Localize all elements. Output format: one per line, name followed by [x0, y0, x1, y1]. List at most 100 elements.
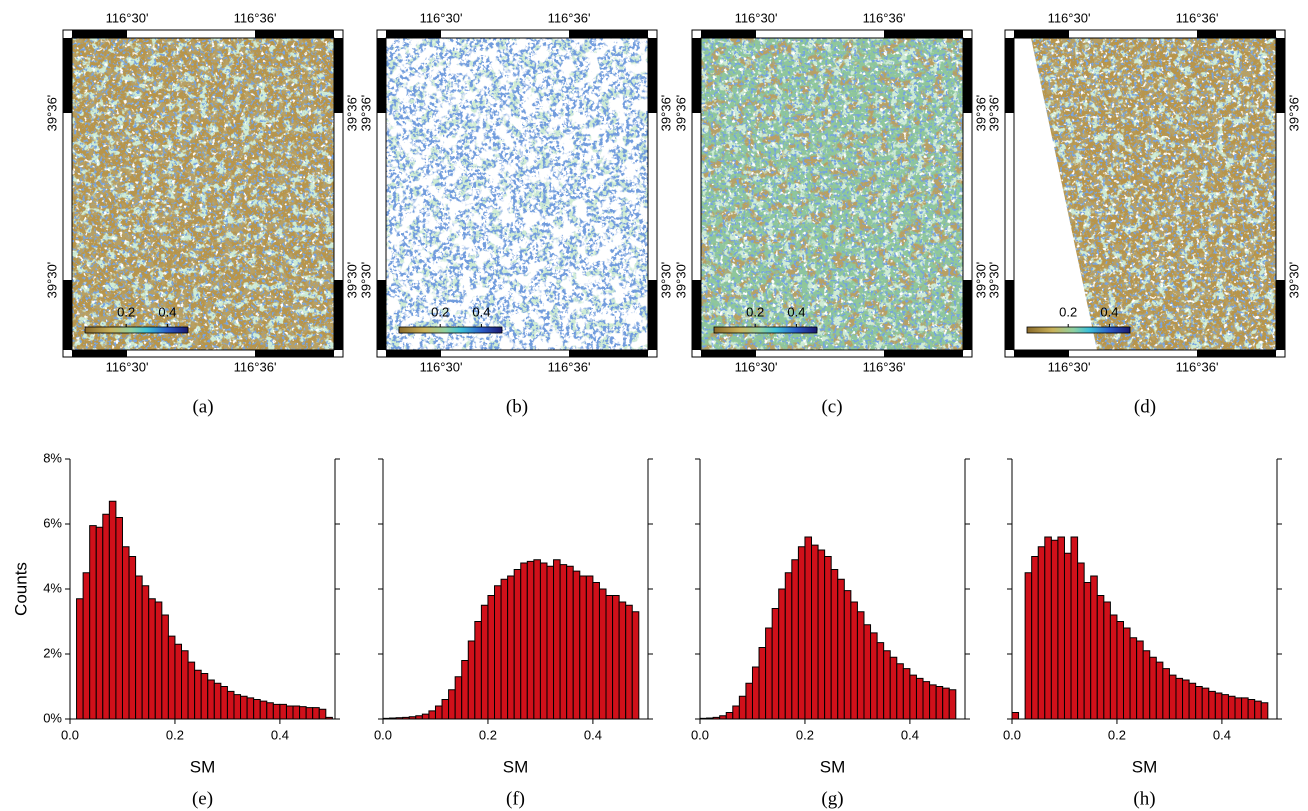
- y-axis-label: Counts: [11, 562, 30, 616]
- x-tick-label: 0.0: [691, 727, 709, 742]
- x-axis-label: SM: [503, 757, 529, 776]
- bar: [771, 608, 780, 720]
- bar: [592, 582, 600, 720]
- bar: [1031, 556, 1039, 720]
- frame-segment: [1276, 280, 1285, 350]
- bar: [1063, 552, 1072, 720]
- bar: [285, 705, 294, 720]
- bar: [1096, 595, 1105, 720]
- bar: [856, 611, 865, 720]
- panel-caption: (a): [192, 396, 213, 417]
- bar: [108, 500, 117, 720]
- bar: [837, 578, 845, 720]
- lon-label: 116°30': [106, 359, 149, 374]
- x-axis-label: SM: [1132, 757, 1158, 776]
- x-tick-label: 0.2: [166, 727, 184, 742]
- frame-segment: [1197, 350, 1276, 357]
- bar: [1116, 621, 1125, 720]
- lat-label: 39°30': [658, 262, 673, 299]
- bar: [605, 595, 614, 720]
- bar: [1227, 695, 1236, 720]
- bar: [513, 569, 522, 720]
- map-frame: [71, 37, 335, 351]
- x-tick-label: 0.2: [796, 727, 814, 742]
- colorbar-tick-label: 0.2: [431, 304, 449, 319]
- bar: [494, 585, 502, 720]
- colorbar-tick-label: 0.4: [787, 304, 805, 319]
- lon-label: 116°30': [735, 10, 778, 25]
- map-frame: [385, 37, 649, 351]
- bar: [876, 642, 885, 720]
- bar: [520, 562, 528, 720]
- bar: [824, 556, 832, 720]
- bar: [213, 682, 222, 720]
- bar: [480, 604, 489, 720]
- lat-label: 39°30': [973, 262, 988, 299]
- bar: [1214, 692, 1223, 720]
- bar: [579, 575, 587, 720]
- map-gaps: [386, 38, 648, 350]
- bar: [791, 559, 799, 720]
- lon-label: 116°30': [1048, 10, 1091, 25]
- frame-segment: [386, 30, 441, 38]
- bar: [89, 525, 97, 720]
- bar: [1201, 687, 1210, 720]
- bar: [1221, 694, 1229, 720]
- panel-caption: (b): [506, 396, 528, 417]
- frame-segment: [1014, 350, 1069, 357]
- bar: [246, 697, 255, 720]
- frame-segment: [648, 38, 657, 113]
- bar: [461, 660, 469, 720]
- lon-label: 116°36': [234, 10, 277, 25]
- histogram-panel: 0% 2% 4% 6% 8% 0.0 0.2 0.4 SM Counts (e): [11, 450, 340, 809]
- bar: [76, 598, 84, 720]
- y-tick-label: 6%: [43, 515, 62, 530]
- bar: [566, 565, 574, 720]
- map-frame: [376, 29, 658, 358]
- bar: [1050, 539, 1059, 720]
- map-gaps: [701, 38, 963, 350]
- bar: [1149, 656, 1157, 720]
- frame-segment: [569, 30, 648, 38]
- bar: [272, 703, 281, 720]
- lat-label: 39°30': [344, 262, 359, 299]
- bar: [1077, 562, 1085, 720]
- histogram-panel: 0.0 0.2 0.4 SM (g): [691, 458, 970, 809]
- bar: [312, 707, 320, 720]
- bar: [135, 575, 143, 720]
- lon-label: 116°30': [420, 10, 463, 25]
- bar: [1024, 572, 1033, 720]
- bar: [1103, 601, 1111, 720]
- frame-segment: [386, 350, 441, 357]
- map-frame: [62, 29, 344, 358]
- frame-segment: [1276, 38, 1285, 113]
- bar: [167, 635, 176, 720]
- lon-label: 116°36': [234, 359, 277, 374]
- bar: [259, 700, 268, 720]
- bar: [625, 604, 633, 720]
- frame-segment: [963, 38, 972, 113]
- y-tick-label: 2%: [43, 645, 62, 660]
- lon-label: 116°36': [863, 10, 906, 25]
- panel-caption: (f): [506, 788, 525, 809]
- frame-segment: [377, 38, 386, 113]
- bar: [843, 590, 852, 720]
- map-image: [72, 38, 334, 350]
- bar: [1011, 712, 1020, 720]
- bar: [220, 686, 228, 720]
- map-image: [1014, 38, 1276, 350]
- bar: [128, 556, 137, 720]
- frame-segment: [334, 38, 343, 113]
- bar: [909, 674, 917, 720]
- lat-label: 39°30': [358, 262, 373, 299]
- lat-label: 39°30': [44, 262, 59, 299]
- bar: [725, 712, 734, 720]
- colorbar-tick-label: 0.4: [472, 304, 490, 319]
- bar: [922, 681, 931, 720]
- bar: [1168, 674, 1177, 720]
- bar: [95, 526, 104, 720]
- map-panel: 116°30' 116°30' 116°36' 116°36' 39°36' 39°36'…: [986, 10, 1301, 417]
- map-gaps: [72, 38, 334, 350]
- bar: [507, 575, 515, 720]
- lon-label: 116°36': [1176, 10, 1219, 25]
